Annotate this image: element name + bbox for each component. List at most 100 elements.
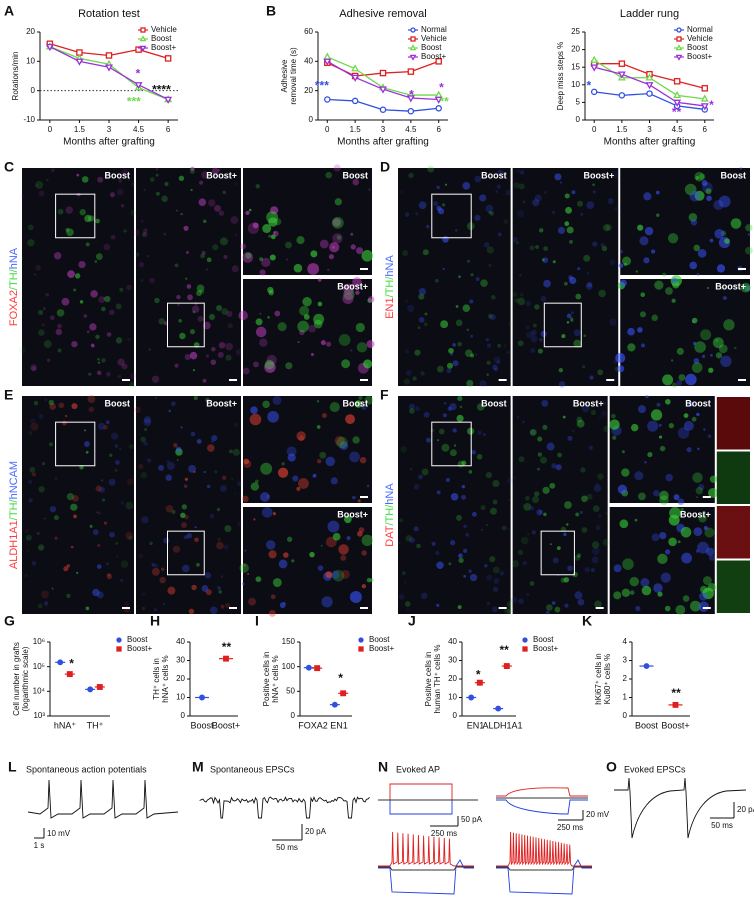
y-axis-label: removal time (s) — [289, 47, 298, 105]
cell — [480, 279, 488, 287]
cell — [33, 400, 39, 406]
cell — [308, 324, 316, 333]
cell — [117, 358, 125, 366]
marker — [673, 99, 682, 107]
cell — [517, 340, 524, 347]
cell — [486, 246, 494, 254]
cell — [102, 296, 106, 300]
stain-part: hNA — [8, 247, 20, 269]
cell — [316, 400, 320, 403]
cell — [179, 332, 186, 340]
cell — [522, 560, 527, 566]
y-tick-label: 30 — [176, 656, 185, 665]
cell — [683, 420, 694, 431]
cell — [694, 190, 705, 201]
cell — [699, 592, 708, 601]
cell — [562, 415, 566, 419]
cell — [627, 343, 636, 352]
cell — [352, 495, 356, 500]
cell — [141, 516, 149, 524]
cell — [662, 374, 674, 386]
marker — [139, 45, 147, 52]
cell — [715, 352, 723, 359]
cell — [248, 208, 252, 212]
trace — [496, 831, 592, 867]
cell — [346, 536, 351, 541]
cell — [539, 456, 548, 464]
cell — [124, 601, 129, 607]
cell — [705, 588, 710, 592]
cell — [259, 269, 266, 276]
cell — [695, 175, 700, 180]
cell — [491, 295, 496, 300]
cell — [501, 525, 507, 531]
cell — [272, 396, 282, 405]
cell — [61, 297, 70, 306]
cell — [442, 236, 449, 243]
cell — [313, 313, 325, 325]
cell — [319, 239, 329, 249]
cell — [593, 484, 602, 492]
cell — [536, 509, 543, 516]
cell — [204, 572, 212, 579]
cell — [180, 426, 183, 429]
cell — [115, 555, 119, 558]
cell — [629, 590, 635, 595]
cell — [675, 604, 686, 615]
cell — [66, 493, 75, 501]
x-tick-label: 0 — [592, 125, 597, 134]
y-tick-label: 100 — [282, 662, 296, 671]
cell — [83, 314, 88, 318]
marker — [434, 96, 443, 104]
cell — [609, 419, 620, 430]
cell — [531, 530, 536, 535]
cell — [421, 468, 429, 476]
cell — [106, 332, 112, 337]
cell — [90, 290, 98, 298]
cell — [210, 359, 217, 365]
cell — [114, 468, 118, 472]
cell — [51, 168, 55, 173]
cell — [27, 224, 34, 231]
cell — [65, 206, 73, 214]
x-tick-label: 6 — [703, 125, 708, 134]
legend-label: Vehicle — [151, 25, 177, 34]
cell — [638, 492, 646, 501]
marker — [351, 97, 359, 105]
marker — [522, 637, 528, 643]
cell — [350, 349, 353, 352]
trace — [496, 787, 588, 797]
cell — [436, 561, 444, 569]
cell — [570, 319, 574, 323]
cell — [237, 481, 242, 487]
cell — [153, 608, 157, 612]
legend-label: Boost+ — [687, 52, 712, 61]
cell — [57, 348, 62, 353]
cell — [201, 171, 209, 179]
micrograph — [512, 396, 608, 614]
legend-label: Boost+ — [533, 644, 558, 653]
cell — [691, 416, 697, 422]
legend-label: Boost+ — [421, 52, 446, 61]
cell — [285, 241, 292, 249]
cell — [187, 294, 193, 301]
cell — [576, 200, 584, 207]
y-tick-label: 2 — [623, 674, 628, 683]
cell — [88, 406, 95, 413]
cell — [441, 443, 450, 452]
significance: * — [439, 80, 444, 94]
cell — [698, 514, 707, 523]
cell — [688, 213, 698, 222]
cell — [455, 319, 463, 327]
cell — [242, 252, 254, 263]
cell — [99, 486, 106, 493]
cell — [175, 446, 182, 453]
y-axis-label: hKi67⁺ cells in — [594, 653, 603, 704]
cell — [442, 413, 448, 418]
cell — [109, 453, 113, 457]
cell — [73, 288, 77, 292]
cell — [38, 190, 45, 197]
cell — [192, 310, 196, 314]
cell — [180, 521, 188, 529]
cell — [38, 309, 44, 316]
